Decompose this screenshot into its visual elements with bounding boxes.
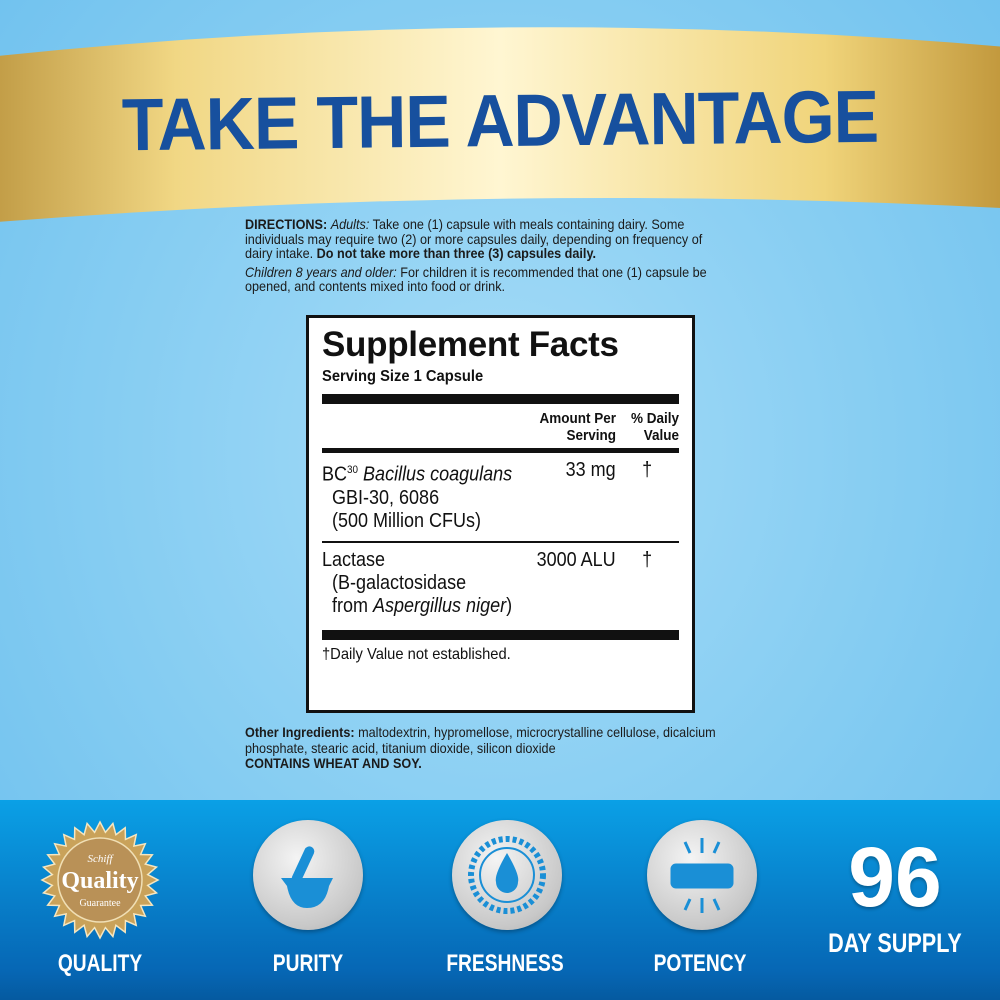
- serving-size: Serving Size 1 Capsule: [322, 368, 484, 385]
- freshness-badge: [452, 820, 562, 930]
- water-drop-icon: [468, 836, 546, 914]
- other-ingredients: Other Ingredients: maltodextrin, hyprome…: [245, 725, 716, 771]
- feature-label: QUALITY: [57, 950, 143, 977]
- supplement-facts-panel: Supplement Facts Serving Size 1 Capsule …: [306, 315, 695, 713]
- quality-seal-icon: Schiff Quality Guarantee: [40, 820, 160, 940]
- svg-text:Schiff: Schiff: [87, 853, 114, 865]
- headline: TAKE THE ADVANTAGE: [121, 74, 879, 167]
- svg-text:Guarantee: Guarantee: [79, 898, 121, 909]
- feature-label: PURITY: [272, 950, 344, 977]
- facts-title: Supplement Facts: [322, 325, 619, 364]
- supply-number: 96: [848, 830, 942, 924]
- feature-label: POTENCY: [653, 950, 747, 977]
- facts-row: BC30 Bacillus coagulans GBI-30, 6086 (50…: [322, 459, 653, 532]
- svg-text:Quality: Quality: [61, 868, 138, 894]
- col-amount: Amount Per Serving: [539, 410, 616, 444]
- gold-ribbon-banner: [0, 27, 1000, 222]
- supply-label: DAY SUPPLY: [828, 928, 962, 958]
- mortar-pestle-icon: [281, 846, 333, 908]
- feature-label: FRESHNESS: [446, 950, 564, 977]
- capsule-glow-icon: [670, 838, 734, 913]
- facts-row: Lactase (B-galactosidase from Aspergillu…: [322, 548, 653, 617]
- potency-badge: [647, 820, 757, 930]
- purity-badge: [253, 820, 363, 930]
- col-dv: % Daily Value: [630, 410, 679, 444]
- directions: DIRECTIONS: Adults: Take one (1) capsule…: [245, 217, 707, 295]
- footnote: †Daily Value not established.: [322, 645, 511, 663]
